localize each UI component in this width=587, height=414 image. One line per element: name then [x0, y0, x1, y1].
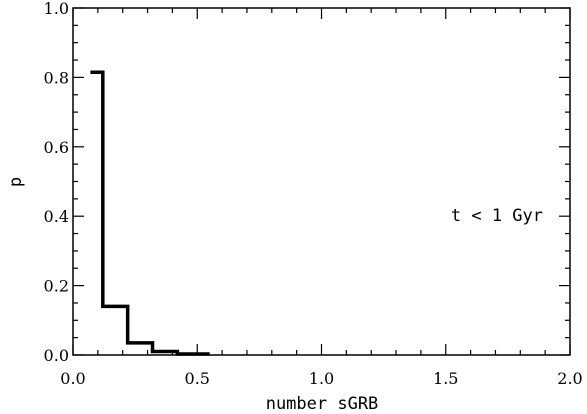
x-tick-label: 2.0	[557, 369, 582, 388]
y-tick-label: 0.0	[44, 346, 69, 365]
y-tick-label: 0.8	[44, 68, 69, 87]
x-axis-label: number sGRB	[266, 394, 379, 414]
x-tick-label: 0.5	[185, 369, 210, 388]
series-step-line	[90, 70, 210, 356]
x-tick-label: 1.5	[433, 369, 458, 388]
y-tick-label: 0.4	[44, 207, 69, 226]
x-tick-label: 1.0	[309, 369, 334, 388]
y-axis-label: p	[6, 177, 26, 187]
y-tick-label: 1.0	[44, 0, 69, 18]
tick-labels: 0.0 0.5 1.0 1.5 2.0 0.0 0.2 0.4 0.6 0.8 1.0	[44, 0, 583, 388]
x-tick-label: 0.0	[60, 369, 85, 388]
axis-ticks	[72, 7, 571, 356]
annotation-label: t < 1 Gyr	[451, 206, 543, 226]
y-tick-label: 0.2	[44, 277, 69, 296]
plot-frame	[72, 7, 571, 356]
y-tick-label: 0.6	[44, 138, 69, 157]
